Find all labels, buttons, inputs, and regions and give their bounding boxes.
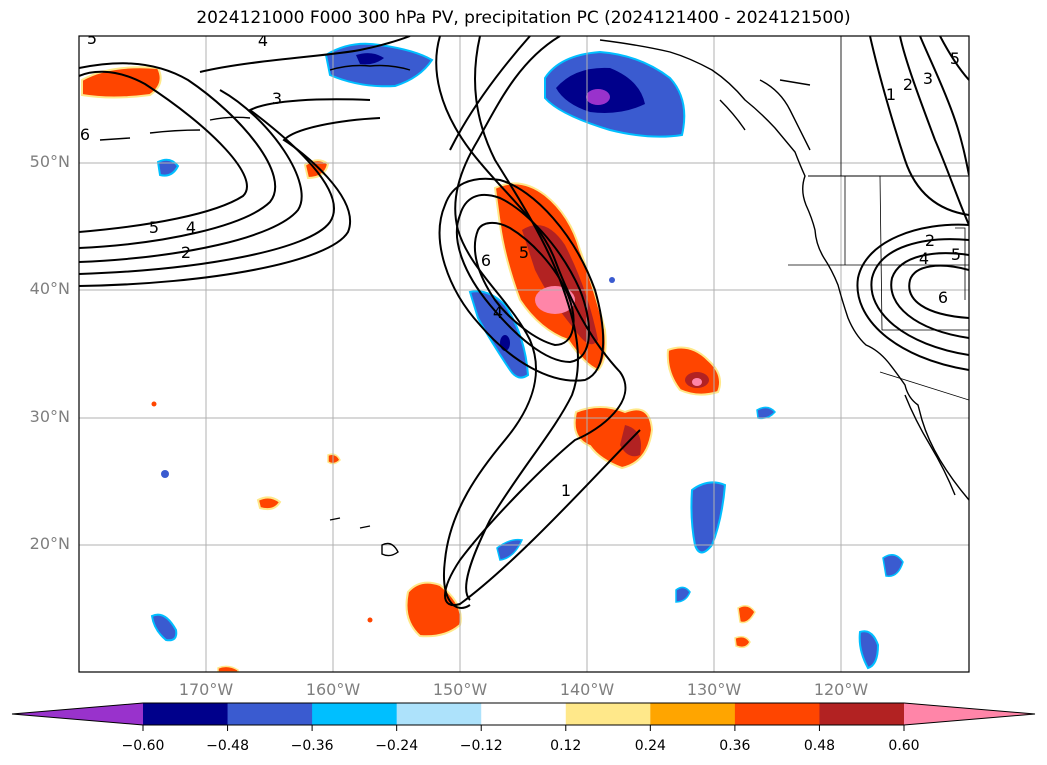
contour-label: 5 xyxy=(87,29,97,48)
colorbar-tick-label: 0.12 xyxy=(550,738,582,754)
colorbar-cell xyxy=(734,703,820,725)
colorbar-tick-label: 0.60 xyxy=(888,738,920,754)
lat-label: 50°N xyxy=(29,152,70,171)
contour-label: 3 xyxy=(923,69,933,88)
lat-label: 30°N xyxy=(29,407,70,426)
colorbar-tick-label: −0.12 xyxy=(459,738,503,754)
contour-labels: 5 4 3 6 5 4 2 6 5 4 1 1 2 3 5 2 4 6 5 xyxy=(80,29,961,500)
colorbar-tick-label: −0.24 xyxy=(375,738,419,754)
lon-label: 130°W xyxy=(686,680,742,699)
colorbar-cell xyxy=(565,703,651,725)
lon-label: 170°W xyxy=(178,680,234,699)
contour-label: 5 xyxy=(149,218,159,237)
colorbar-cell xyxy=(481,703,567,725)
colorbar-cell xyxy=(650,703,736,725)
colorbar-cell xyxy=(396,703,482,725)
colorbar-tick-label: −0.36 xyxy=(290,738,334,754)
contour-label: 6 xyxy=(938,288,948,307)
contour-label: 2 xyxy=(925,231,935,250)
contour-label: 6 xyxy=(80,125,90,144)
colorbar-cell xyxy=(312,703,398,725)
contour-label: 3 xyxy=(272,89,282,108)
contour-label: 5 xyxy=(951,245,961,264)
map-title: 2024121000 F000 300 hPa PV, precipitatio… xyxy=(196,8,851,28)
colorbar xyxy=(11,702,1036,731)
colorbar-tick-label: −0.48 xyxy=(206,738,249,754)
colorbar-extend-low xyxy=(12,703,143,725)
colorbar-cell xyxy=(227,703,313,725)
colorbar-cell xyxy=(819,703,905,725)
colorbar-tick-label: 0.36 xyxy=(719,738,751,754)
contour-label: 4 xyxy=(186,218,196,237)
lon-label: 140°W xyxy=(559,680,615,699)
lon-label: 120°W xyxy=(813,680,869,699)
colorbar-cell xyxy=(143,703,229,725)
contour-label: 1 xyxy=(886,85,896,104)
contour-label: 5 xyxy=(519,243,529,262)
lat-label: 40°N xyxy=(29,279,70,298)
contour-label: 2 xyxy=(181,243,191,262)
contour-label: 2 xyxy=(903,75,913,94)
contour-label: 4 xyxy=(258,31,268,50)
colorbar-tick-label: 0.48 xyxy=(803,738,836,754)
lat-label: 20°N xyxy=(29,534,70,553)
map-frame xyxy=(78,35,970,673)
contour-label: 1 xyxy=(561,481,571,500)
colorbar-tick-label: 0.24 xyxy=(634,738,666,754)
contour-label: 4 xyxy=(919,249,929,268)
lon-label: 160°W xyxy=(305,680,361,699)
colorbar-extend-high xyxy=(904,703,1035,725)
contour-label: 5 xyxy=(950,49,960,68)
lon-label: 150°W xyxy=(432,680,488,699)
contour-label: 4 xyxy=(493,303,503,322)
pv-contours xyxy=(79,36,969,609)
map-gridlines xyxy=(79,36,969,672)
colorbar-tick-label: −0.60 xyxy=(121,738,165,754)
contour-label: 6 xyxy=(481,251,491,270)
